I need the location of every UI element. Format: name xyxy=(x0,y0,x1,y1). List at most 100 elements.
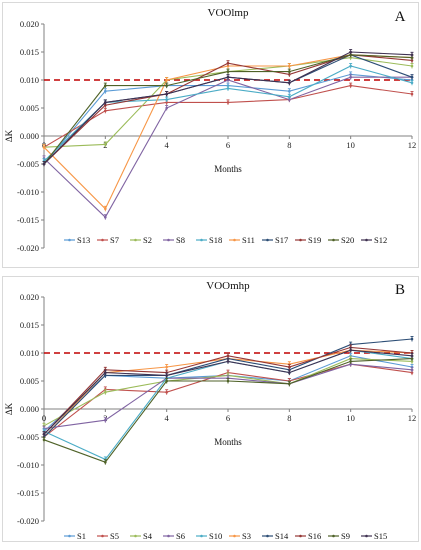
x-tick-label: 0 xyxy=(42,413,46,423)
legend-marker xyxy=(200,534,203,538)
x-tick-label: 8 xyxy=(287,140,291,150)
y-tick-label: 0.005 xyxy=(20,376,39,386)
legend-marker xyxy=(233,238,236,242)
chart-panel-b: -0.020 -0.015 -0.010 -0.005 0.000 0.005 0.010 0… xyxy=(2,276,419,542)
y-tick-label: -0.020 xyxy=(17,243,39,253)
data-point-s8 xyxy=(104,215,107,219)
data-point-s11 xyxy=(104,207,107,211)
data-point-s9 xyxy=(104,460,107,464)
data-point-s2 xyxy=(104,143,107,146)
legend-entry-s19: S19 xyxy=(308,235,321,245)
data-point-s20 xyxy=(288,70,291,73)
data-point-s9 xyxy=(410,357,414,360)
data-point-s12 xyxy=(410,53,414,57)
data-point-s8 xyxy=(226,78,230,82)
chart-title: VOOmhp xyxy=(206,280,250,292)
x-tick-label: 4 xyxy=(165,140,170,150)
x-axis-label: Months xyxy=(214,164,242,174)
data-point-s18 xyxy=(410,81,414,85)
panel-border xyxy=(2,2,419,268)
legend-entry-s15: S15 xyxy=(374,531,387,541)
y-tick-label: 0.005 xyxy=(20,103,39,113)
data-point-s8 xyxy=(165,106,168,110)
y-tick-label: 0.010 xyxy=(20,348,39,358)
legend-marker xyxy=(299,534,302,538)
x-tick-label: 6 xyxy=(226,140,230,150)
data-point-s20 xyxy=(410,56,414,59)
x-tick-label: 12 xyxy=(408,140,417,150)
y-tick-label: 0.015 xyxy=(20,320,39,330)
data-point-s12 xyxy=(104,101,107,104)
data-point-s15 xyxy=(165,374,168,377)
panel-letter: A xyxy=(395,9,406,25)
data-point-s18 xyxy=(349,64,352,68)
legend-entry-s10: S10 xyxy=(209,531,222,541)
legend-entry-s18: S18 xyxy=(209,235,222,245)
data-point-s12 xyxy=(165,92,168,96)
legend-marker xyxy=(365,534,368,538)
data-point-s15 xyxy=(104,371,107,374)
data-point-s8 xyxy=(288,98,291,101)
data-point-s18 xyxy=(226,87,230,90)
legend-entry-s11: S11 xyxy=(242,235,255,245)
legend-marker xyxy=(167,534,170,538)
data-point-s12 xyxy=(226,75,230,79)
y-tick-label: 0.020 xyxy=(20,19,39,29)
legend-marker xyxy=(365,238,368,242)
x-tick-label: 10 xyxy=(346,413,355,423)
legend-marker xyxy=(332,534,335,538)
data-point-s19 xyxy=(288,73,291,76)
data-point-s3 xyxy=(165,365,168,369)
legend-entry-s4: S4 xyxy=(143,531,153,541)
data-point-s20 xyxy=(165,84,168,87)
legend-entry-s9: S9 xyxy=(341,531,350,541)
data-point-s18 xyxy=(288,95,291,99)
legend-marker xyxy=(68,238,71,242)
legend-entry-s17: S17 xyxy=(275,235,288,245)
data-point-s4 xyxy=(410,360,414,363)
data-point-s5 xyxy=(410,371,414,374)
legend-marker xyxy=(134,238,137,242)
legend-entry-s2: S2 xyxy=(143,235,152,245)
legend-entry-s5: S5 xyxy=(110,531,119,541)
y-axis-label: ΔK xyxy=(4,129,14,142)
data-point-s7 xyxy=(226,101,230,104)
legend-marker xyxy=(167,238,170,242)
y-axis-label: ΔK xyxy=(4,402,14,415)
data-point-s4 xyxy=(104,390,107,394)
data-point-s15 xyxy=(410,354,414,358)
data-point-s12 xyxy=(349,50,352,54)
y-tick-label: -0.015 xyxy=(17,488,39,498)
data-point-s13 xyxy=(104,89,107,93)
data-point-s19 xyxy=(104,103,107,107)
legend-marker xyxy=(332,238,335,242)
legend-entry-s1: S1 xyxy=(77,531,86,541)
data-point-s7 xyxy=(104,109,107,113)
data-point-s20 xyxy=(226,70,230,73)
data-point-s2 xyxy=(410,64,414,68)
data-point-s9 xyxy=(288,382,291,386)
data-point-s7 xyxy=(165,101,168,104)
y-tick-label: -0.015 xyxy=(17,215,39,225)
y-tick-label: 0.020 xyxy=(20,292,39,302)
legend-entry-s16: S16 xyxy=(308,531,321,541)
y-tick-label: -0.005 xyxy=(17,159,39,169)
data-point-s11 xyxy=(165,78,168,82)
data-point-s11 xyxy=(288,64,291,68)
data-point-s12 xyxy=(42,162,46,166)
data-point-s9 xyxy=(42,438,46,442)
legend-marker xyxy=(101,238,104,242)
data-point-s6 xyxy=(349,362,352,366)
data-point-s19 xyxy=(410,59,414,62)
data-point-s13 xyxy=(288,89,291,93)
y-tick-label: -0.010 xyxy=(17,460,39,470)
x-tick-label: 4 xyxy=(165,413,170,423)
data-point-s14 xyxy=(410,337,414,341)
legend-entry-s6: S6 xyxy=(176,531,185,541)
data-point-s15 xyxy=(42,432,46,436)
data-point-s11 xyxy=(42,145,46,149)
data-point-s18 xyxy=(165,98,168,101)
y-tick-label: 0.000 xyxy=(20,404,39,414)
data-point-s20 xyxy=(349,53,352,57)
legend-marker xyxy=(266,534,269,538)
